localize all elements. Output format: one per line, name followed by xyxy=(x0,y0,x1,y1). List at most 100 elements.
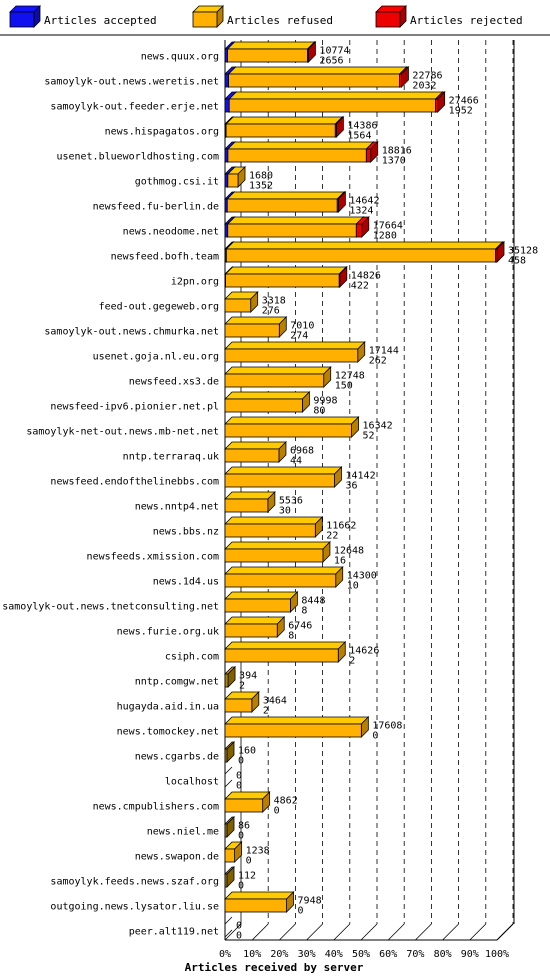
server-label: newsfeed.endofthelinebbs.com xyxy=(50,477,219,488)
bar-row xyxy=(224,216,370,238)
bar-row xyxy=(224,341,366,363)
server-label: newsfeeds.xmission.com xyxy=(87,552,219,563)
value-label-top: 14826 xyxy=(351,271,381,282)
value-label-bottom: 2 xyxy=(349,656,355,667)
value-label-bottom: 458 xyxy=(508,256,526,267)
server-label: samoylyk-net-out.news.mb-net.net xyxy=(26,427,219,438)
server-label: news.cgarbs.de xyxy=(135,752,219,763)
value-label-top: 7010 xyxy=(290,321,314,332)
bar-refused xyxy=(224,591,299,613)
server-label: news.tomockey.net xyxy=(117,727,219,738)
bar-row xyxy=(224,866,235,888)
value-label-top: 86 xyxy=(238,821,250,832)
bar-refused xyxy=(227,66,408,88)
value-label-top: 17608 xyxy=(372,721,402,732)
bar-refused xyxy=(226,166,246,188)
value-label-top: 14142 xyxy=(346,471,376,482)
bar-row xyxy=(224,516,324,538)
x-tick-line xyxy=(387,923,405,941)
bar-row xyxy=(224,741,235,763)
server-label: nntp.comgw.net xyxy=(135,677,219,688)
bar-row xyxy=(224,541,331,563)
bar-refused xyxy=(228,91,444,113)
x-tick-line xyxy=(469,923,487,941)
bar-row xyxy=(224,766,233,788)
value-label-top: 35128 xyxy=(508,246,538,257)
value-label-bottom: 0 xyxy=(238,831,244,842)
server-label: news.nntp4.net xyxy=(135,502,219,513)
value-label-bottom: 52 xyxy=(363,431,375,442)
x-tick-line xyxy=(496,923,514,941)
bar-refused xyxy=(224,566,344,588)
server-label: usenet.goja.nl.eu.org xyxy=(93,352,219,363)
bar-empty xyxy=(224,916,233,925)
value-label-bottom: 0 xyxy=(274,806,280,817)
x-tick-line xyxy=(415,923,432,941)
value-label-top: 11662 xyxy=(326,521,356,532)
value-label-bottom: 22 xyxy=(326,531,338,542)
server-label: samoylyk-out.news.tnetconsulting.net xyxy=(2,602,219,613)
x-tick-line xyxy=(333,923,351,941)
bar-refused xyxy=(224,841,243,863)
bar-row xyxy=(224,616,286,638)
server-label: news.quux.org xyxy=(141,52,219,63)
value-label-bottom: 1324 xyxy=(349,206,373,217)
bar-refused xyxy=(226,141,375,163)
x-tick-line xyxy=(279,923,296,941)
bar-row xyxy=(224,366,332,388)
bar-row xyxy=(224,241,505,263)
bar-refused xyxy=(224,816,235,838)
bar-row xyxy=(224,816,235,838)
x-tick-label: 50% xyxy=(352,949,370,960)
value-label-bottom: 0 xyxy=(236,931,242,942)
value-label-bottom: 36 xyxy=(346,481,358,492)
x-tick-label: 60% xyxy=(379,949,397,960)
value-label-bottom: 1280 xyxy=(373,231,397,242)
value-label-bottom: 1370 xyxy=(382,156,406,167)
value-label-top: 160 xyxy=(238,746,256,757)
x-tick-label: 10% xyxy=(243,949,261,960)
bar-row xyxy=(224,566,344,588)
bar-rejected xyxy=(434,91,446,113)
server-label: samoylyk-out.news.weretis.net xyxy=(44,77,219,88)
legend: Articles accepted Articles refused Article… xyxy=(0,5,550,36)
bar-refused xyxy=(224,316,288,338)
value-label-top: 22786 xyxy=(412,71,442,82)
server-label: nntp.terraraq.uk xyxy=(123,452,219,463)
server-label: hugayda.aid.in.ua xyxy=(117,702,219,713)
bar-row xyxy=(224,716,370,738)
bar-row xyxy=(224,191,347,213)
bar-refused xyxy=(226,191,346,213)
bar-empty xyxy=(224,779,233,788)
value-label-bottom: 0 xyxy=(238,881,244,892)
bar-refused xyxy=(224,541,331,563)
server-label: localhost xyxy=(165,777,219,788)
bar-refused xyxy=(224,441,287,463)
server-label: news.1d4.us xyxy=(153,577,219,588)
value-label-bottom: 1564 xyxy=(347,131,371,142)
x-tick-label: 100% xyxy=(485,949,509,960)
value-label-top: 9998 xyxy=(313,396,337,407)
value-label-top: 112 xyxy=(238,871,256,882)
value-label-top: 14626 xyxy=(349,646,379,657)
x-tick-line xyxy=(360,923,378,941)
bar-row xyxy=(224,591,299,613)
bar-row xyxy=(224,891,295,913)
value-label-bottom: 44 xyxy=(290,456,302,467)
value-label-bottom: 8 xyxy=(301,606,307,617)
value-label-top: 8448 xyxy=(301,596,325,607)
value-label-top: 3318 xyxy=(262,296,286,307)
server-label: newsfeed-ipv6.pionier.net.pl xyxy=(50,402,219,413)
legend-swatch-accepted xyxy=(9,5,41,28)
legend-swatch-rejected xyxy=(375,5,407,28)
value-label-bottom: 0 xyxy=(236,781,242,792)
value-label-top: 12648 xyxy=(334,546,364,557)
bar-row xyxy=(224,791,271,813)
bar-row xyxy=(224,66,410,88)
bar-refused xyxy=(224,391,311,413)
bar-row xyxy=(224,491,276,513)
bar-row xyxy=(224,291,259,313)
bar-refused xyxy=(224,291,259,313)
server-label: news.hispagatos.org xyxy=(105,127,219,138)
